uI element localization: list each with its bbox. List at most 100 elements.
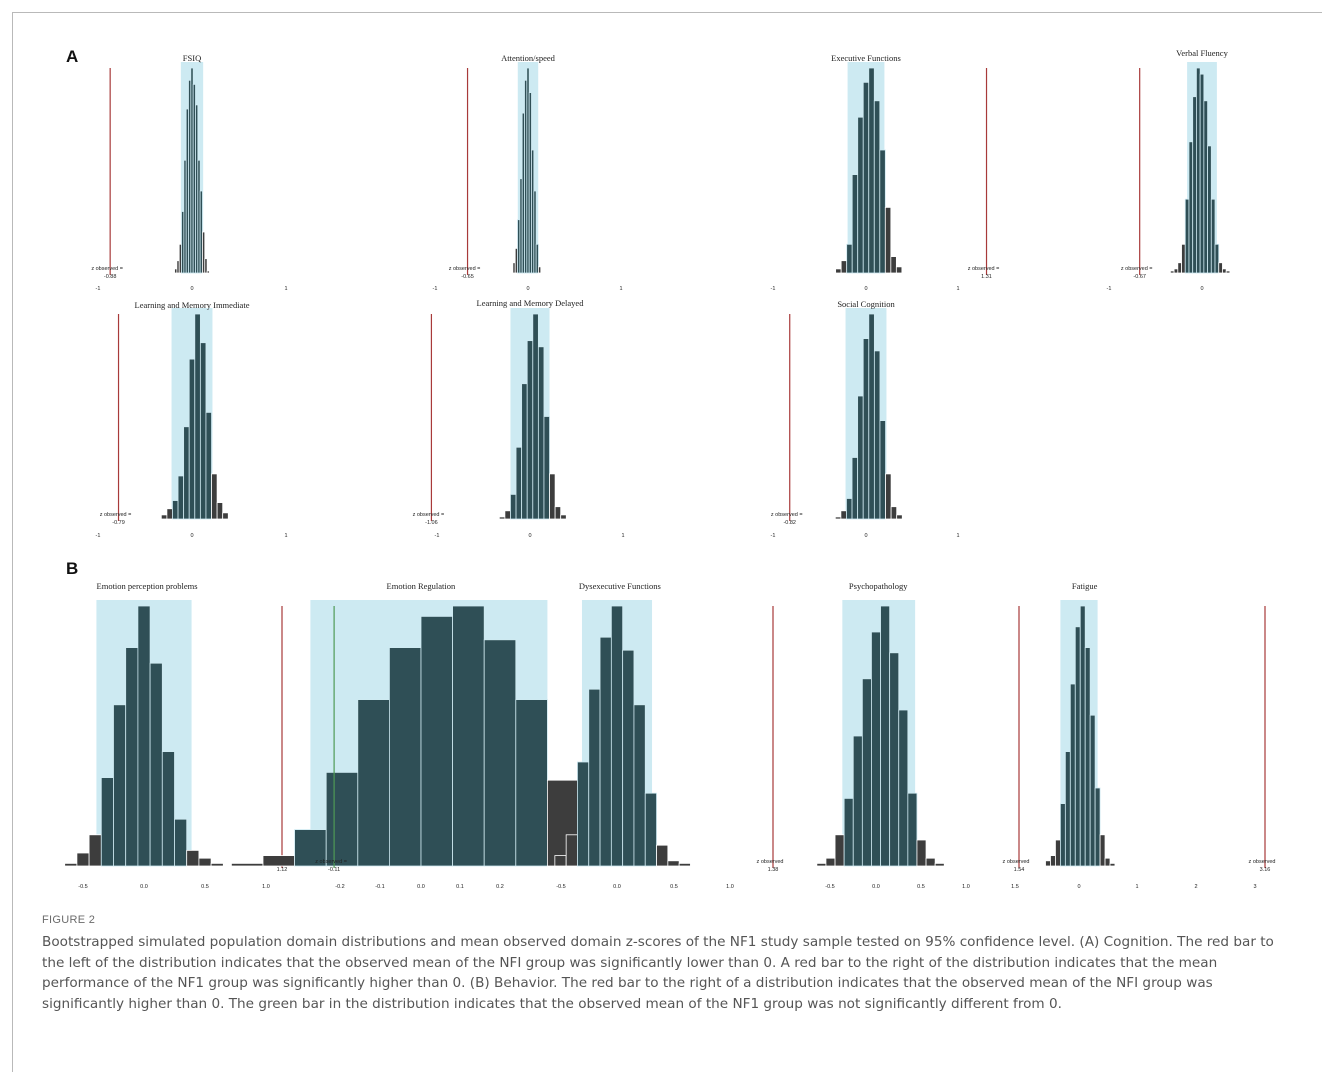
histogram-bar (861, 678, 872, 867)
histogram-bar (535, 243, 539, 274)
chart-title: Fatigue (1072, 581, 1098, 591)
observed-label: z observed (757, 859, 784, 865)
histogram-bar (890, 256, 897, 274)
histogram-bar (1188, 141, 1194, 274)
histogram-bar (868, 67, 875, 274)
histogram-bar (549, 473, 556, 520)
chart-title: Executive Functions (831, 53, 901, 63)
tick-label: 1.5 (1011, 884, 1019, 890)
histogram-bar (1109, 863, 1116, 867)
histogram-bar (565, 834, 578, 867)
histogram-bar (890, 506, 898, 520)
histogram-bar (834, 516, 842, 520)
histogram-bar (633, 704, 646, 867)
tick-label: -0.5 (556, 884, 565, 890)
histogram-bar (1192, 96, 1197, 274)
observed-value: -0.82 (783, 520, 796, 526)
histogram-chart: FSIQ -1 0 1 z observed = -0.88 (91, 53, 287, 292)
histogram-bar (846, 243, 853, 274)
histogram-bar (895, 266, 903, 274)
chart-title: Attention/speed (501, 53, 556, 63)
histogram-bar (420, 616, 454, 867)
tick-label: -1 (435, 533, 440, 539)
histogram-bar (907, 792, 918, 867)
observed-label: z observed (1249, 859, 1276, 865)
tick-label: 1 (1135, 884, 1138, 890)
histogram-bar (211, 473, 218, 520)
histogram-bar (113, 704, 127, 867)
histogram-bar (172, 500, 179, 520)
histogram-chart: Dysexecutive Functions -0.5 0.0 0.5 1.0 z obs… (554, 581, 784, 890)
histogram-chart: Verbal Fluency -1 0 z observed = -0.67 (1107, 48, 1231, 292)
histogram-bar (1045, 860, 1051, 867)
figure-label: FIGURE 2 (42, 914, 96, 926)
histogram-bar (452, 605, 485, 867)
histogram-bar (889, 652, 900, 867)
chart-title: Emotion perception problems (97, 581, 198, 591)
histogram-bar (160, 514, 168, 520)
histogram-bar (560, 514, 567, 520)
histogram-bar (1074, 626, 1081, 867)
observed-value: -0.67 (1133, 274, 1146, 280)
observed-value: 1.12 (277, 867, 288, 873)
histogram-bar (64, 863, 78, 867)
observed-value: 3.16 (1260, 867, 1271, 873)
histogram-bar (644, 792, 657, 867)
histogram-bar (825, 857, 836, 867)
tick-label: 0 (1077, 884, 1080, 890)
histogram-bar (667, 860, 680, 867)
histogram-bar (871, 631, 881, 867)
tick-label: 0 (190, 286, 193, 292)
histogram-bar (834, 834, 845, 867)
chart-title: Learning and Memory Immediate (135, 300, 250, 310)
observed-label: z observed = (100, 512, 132, 518)
histogram-charts: FSIQ -1 0 1 z observed = -0.88 Attention/speed… (64, 48, 1276, 890)
histogram-bar (1222, 268, 1227, 274)
histogram-bar (206, 270, 210, 274)
histogram-bar (840, 510, 847, 520)
histogram-bar (199, 342, 207, 520)
histogram-bar (622, 649, 635, 867)
histogram-chart: Learning and Memory Immediate -1 0 1 z obser… (96, 300, 288, 539)
histogram-bar (216, 502, 224, 520)
tick-label: 1 (621, 533, 624, 539)
histogram-bar (543, 416, 550, 520)
histogram-bar (599, 636, 612, 867)
chart-title: Psychopathology (849, 581, 908, 591)
histogram-bar (1169, 270, 1175, 274)
histogram-bar (868, 313, 875, 520)
histogram-bar (857, 395, 864, 520)
histogram-bar (483, 639, 517, 867)
histogram-bar (1218, 262, 1223, 274)
observed-label: z observed = (449, 266, 481, 272)
histogram-bar (1214, 243, 1220, 274)
tick-label: 1.0 (262, 884, 270, 890)
tick-label: 0.5 (670, 884, 678, 890)
histogram-bar (1089, 714, 1096, 867)
histogram-bar (194, 313, 201, 520)
histogram-bar (610, 605, 624, 867)
histogram-bar (577, 761, 590, 867)
histogram-chart: Psychopathology -0.5 0.0 0.5 1.0 z observed 1.… (816, 581, 1029, 890)
chart-title: Learning and Memory Delayed (477, 298, 585, 308)
histogram-bar (916, 839, 927, 867)
histogram-bar (1207, 145, 1212, 274)
tick-label: 0.0 (613, 884, 621, 890)
tick-label: 3 (1253, 884, 1256, 890)
histogram-bar (588, 688, 601, 867)
tick-label: -1 (771, 286, 776, 292)
tick-label: 0 (526, 286, 529, 292)
histogram-bar (1181, 243, 1186, 274)
observed-label: z observed = (91, 266, 123, 272)
tick-label: 1 (619, 286, 622, 292)
histogram-bar (1177, 262, 1182, 274)
histogram-bar (1173, 268, 1179, 274)
histogram-bar (183, 426, 190, 520)
histogram-bar (1099, 834, 1106, 867)
tick-label: 0.5 (201, 884, 209, 890)
histogram-bar (884, 206, 892, 274)
tick-label: 0 (864, 286, 867, 292)
tick-label: 1.0 (962, 884, 970, 890)
tick-label: 0.0 (872, 884, 880, 890)
histogram-bar (1104, 857, 1111, 867)
